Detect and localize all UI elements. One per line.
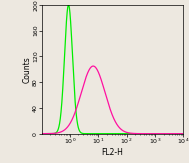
X-axis label: FL2-H: FL2-H: [101, 148, 123, 157]
Y-axis label: Counts: Counts: [23, 56, 32, 83]
